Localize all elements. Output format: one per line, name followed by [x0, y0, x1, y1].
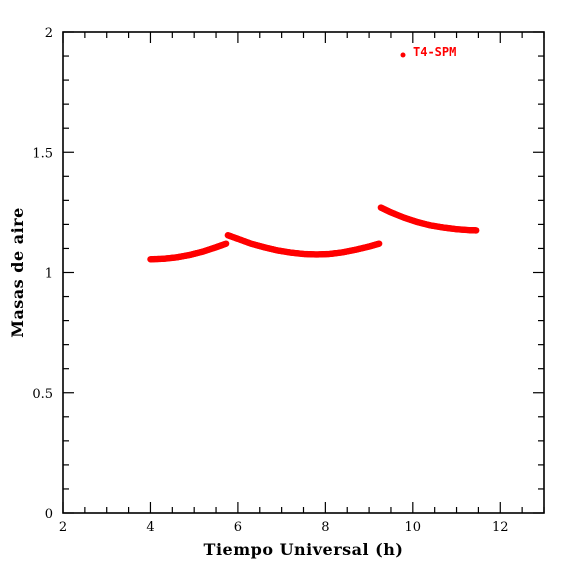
- tick-labels: 2 4 6 8 10 12 0 0.5 1 1.5 2: [32, 26, 508, 535]
- data-point: [222, 240, 230, 247]
- legend-label: T4-SPM: [413, 45, 456, 59]
- legend-marker: [400, 52, 406, 58]
- y-tick-label: 1.5: [32, 146, 53, 161]
- x-axis-label: Tiempo Universal (h): [204, 540, 404, 559]
- data-points: [147, 204, 480, 263]
- x-tick-label: 12: [492, 520, 509, 535]
- axis-ticks: [62, 31, 545, 514]
- x-tick-label: 8: [321, 520, 329, 535]
- x-tick-label: 10: [405, 520, 422, 535]
- y-tick-label: 1: [45, 267, 53, 282]
- x-tick-label: 6: [234, 520, 242, 535]
- x-tick-label: 4: [146, 520, 154, 535]
- y-tick-label: 0.5: [32, 387, 53, 402]
- x-tick-label: 2: [59, 520, 67, 535]
- data-point: [375, 240, 383, 247]
- y-tick-label: 0: [45, 507, 53, 522]
- data-point: [473, 227, 480, 234]
- y-tick-label: 2: [45, 26, 53, 41]
- plot-frame: [62, 31, 545, 514]
- y-axis-label: Masas de aire: [8, 207, 27, 338]
